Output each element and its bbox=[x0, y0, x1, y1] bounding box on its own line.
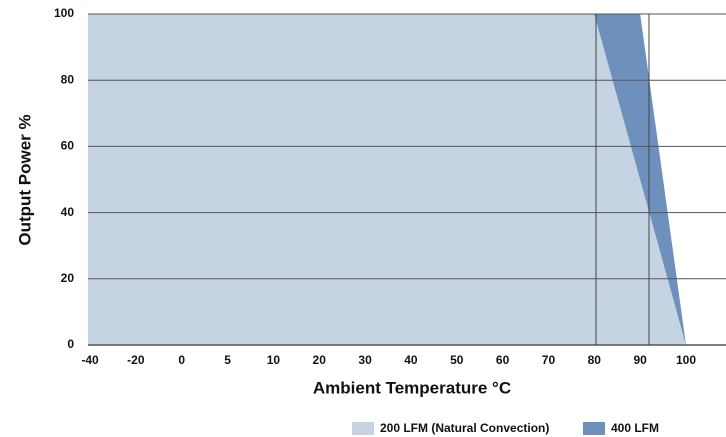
x-tick-label: -20 bbox=[127, 353, 145, 367]
y-tick-label: 60 bbox=[61, 139, 75, 153]
x-tick-label: 0 bbox=[178, 353, 185, 367]
x-tick-label: 40 bbox=[404, 353, 418, 367]
x-axis-label: Ambient Temperature °C bbox=[313, 378, 511, 397]
x-tick-label: 90 bbox=[633, 353, 647, 367]
x-tick-label: 60 bbox=[496, 353, 510, 367]
y-tick-label: 100 bbox=[54, 6, 74, 20]
x-tick-label: 80 bbox=[588, 353, 602, 367]
y-axis-label: Output Power % bbox=[15, 114, 34, 245]
x-tick-label: 5 bbox=[224, 353, 231, 367]
legend-label: 400 LFM bbox=[611, 421, 659, 435]
y-tick-label: 40 bbox=[61, 205, 75, 219]
legend-swatch bbox=[583, 422, 605, 435]
y-tick-label: 80 bbox=[61, 72, 75, 86]
x-tick-label: 70 bbox=[542, 353, 556, 367]
y-tick-label: 20 bbox=[61, 271, 75, 285]
area bbox=[88, 14, 686, 345]
legend-swatch bbox=[352, 422, 374, 435]
x-tick-label: 100 bbox=[676, 353, 696, 367]
plot: 0 20 40 60 80 100 -40 -20 0 5 10 20 30 40 50 60 70 80 90 10… bbox=[54, 6, 726, 435]
x-tick-label: -40 bbox=[81, 353, 99, 367]
x-tick-label: 10 bbox=[267, 353, 281, 367]
x-tick-label: 20 bbox=[313, 353, 327, 367]
x-tick-label: 30 bbox=[358, 353, 372, 367]
legend-label: 200 LFM (Natural Convection) bbox=[380, 421, 549, 435]
x-tick-label: 50 bbox=[450, 353, 464, 367]
y-tick-label: 0 bbox=[67, 337, 74, 351]
